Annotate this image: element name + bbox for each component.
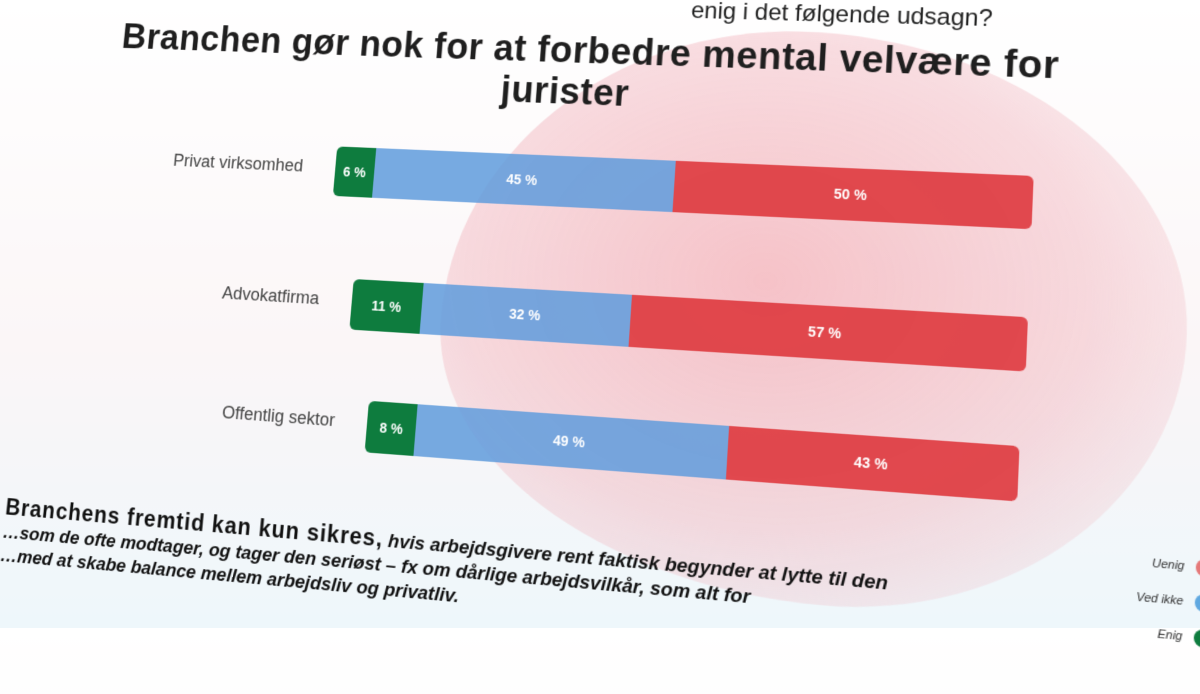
legend-label: Enig (1157, 628, 1182, 643)
quote-text: Branchens fremtid kan kun sikres, hvis a… (0, 495, 990, 658)
category-label: Advokatfirma (100, 276, 320, 309)
bar-segment-enig: 11 % (349, 279, 423, 334)
bar-segment-uenig: 43 % (726, 426, 1020, 502)
legend-item: Enig (1098, 612, 1200, 657)
survey-question: enig i det følgende udsagn? (474, 0, 993, 33)
legend-label: Ved ikke (1136, 591, 1184, 608)
chart-legend: Uenig Ved ikke Enig (1098, 542, 1200, 657)
bar-segment-uenig: 57 % (629, 295, 1028, 372)
bar-row: 8 % 49 % 43 % (365, 401, 1020, 502)
bar-segment-enig: 6 % (333, 146, 376, 197)
bar-row: 6 % 45 % 50 % (333, 146, 1034, 229)
category-label: Privat virksomhed (86, 147, 304, 176)
bar-segment-ved-ikke: 45 % (372, 148, 677, 212)
bar-segment-ved-ikke: 32 % (419, 283, 632, 347)
bar-segment-ved-ikke: 49 % (414, 404, 729, 479)
category-label: Offentlig sektor (113, 395, 336, 431)
bar-segment-enig: 8 % (365, 401, 418, 456)
legend-swatch (1195, 594, 1200, 613)
legend-swatch (1196, 559, 1200, 578)
chart-scene: enig i det følgende udsagn? Branchen gør… (7, 0, 1200, 694)
bar-row: 11 % 32 % 57 % (349, 279, 1028, 372)
bar-segment-uenig: 50 % (673, 161, 1034, 229)
chart-title: Branchen gør nok for at forbedre mental … (111, 18, 1065, 133)
legend-label: Uenig (1152, 557, 1185, 573)
legend-swatch (1194, 629, 1200, 648)
